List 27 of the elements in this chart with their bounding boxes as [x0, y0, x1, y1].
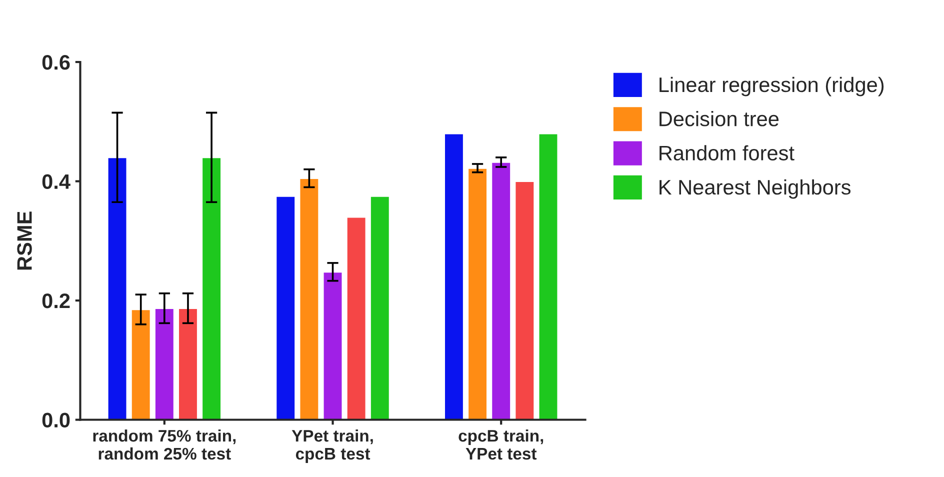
- y-tick-label: 0.2: [42, 294, 70, 308]
- legend-label: Random forest: [660, 145, 794, 160]
- bar: [275, 195, 296, 420]
- bar: [178, 308, 198, 420]
- bar: [106, 156, 128, 420]
- bar: [467, 167, 488, 420]
- x-tick-label: YPet train, cpcB test: [292, 429, 373, 463]
- bar: [130, 308, 152, 420]
- bar: [346, 216, 367, 420]
- legend-label: Linear regression (ridge): [660, 76, 884, 96]
- y-tick-label: 0.6: [42, 55, 70, 70]
- bar: [490, 161, 512, 420]
- bar: [322, 271, 344, 420]
- bar: [298, 178, 320, 420]
- bar: [201, 156, 222, 420]
- x-tick-label: random 75% train, random 25% test: [93, 429, 236, 460]
- bar: [370, 195, 390, 420]
- y-tick-label: 0.0: [42, 412, 70, 428]
- y-axis-title: RSME: [17, 212, 32, 270]
- bar: [514, 180, 536, 420]
- legend-label: Decision tree: [660, 111, 779, 126]
- bar: [154, 308, 175, 420]
- bar: [538, 132, 559, 420]
- x-tick-label: cpcB train, YPet test: [458, 429, 544, 460]
- legend-label: K Nearest Neighbors: [660, 179, 851, 199]
- y-tick-label: 0.4: [42, 174, 70, 190]
- bar: [444, 132, 464, 420]
